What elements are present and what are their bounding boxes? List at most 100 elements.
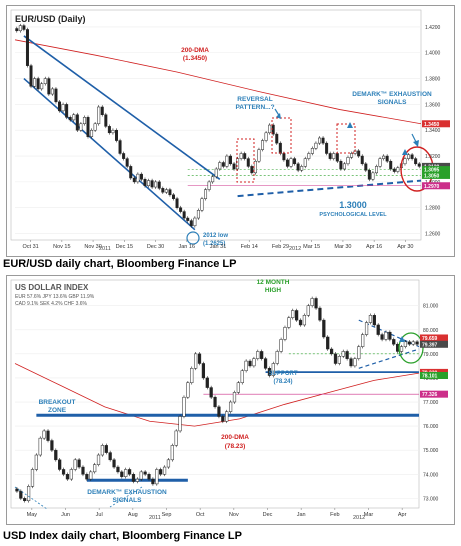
eurusd-price-tag-label: 1.2970 [424,184,440,190]
usdx-candle [77,459,81,468]
usdx-candle [232,392,237,403]
usdx-candle [108,452,112,461]
eurusd-candle [164,189,168,193]
usdx-candle [131,474,136,482]
usdx-candle [357,346,361,359]
eurusd-candle [385,155,389,162]
usdx-candle [26,486,31,502]
eurusd-candle [360,155,364,165]
usdx-candle [186,382,190,398]
eurusd-chart-svg: EUR/USD (Daily) 200-DMA (1.3450) REVERSA… [7,6,454,256]
eurusd-candle [125,158,129,167]
dma-value: (1.3450) [183,55,207,62]
eurusd-candle [132,177,136,183]
demark-arrow-left [14,486,48,510]
usdx-candle [384,331,388,340]
eurusd-candle [303,158,307,167]
eurusd-candle [318,137,321,144]
eurusd-x-tick-label: Mar 15 [303,244,320,250]
usdx-candle [135,478,139,482]
usdx-candle [411,341,415,345]
usdx-x-tick-label: Feb [330,512,339,518]
eurusd-candle [175,198,179,208]
year-2012-label-bot: 2012 [353,515,365,521]
eurusd-candle [147,180,151,187]
eurusd-candle [296,163,300,171]
eurusd-candle [22,25,26,30]
eurusd-x-tick-label: Jan 16 [179,244,196,250]
usdx-candle [205,377,209,388]
usd-index-chart-panel: US DOLLAR INDEX EUR 57.6% JPY 13.6% GBP … [6,275,455,525]
eurusd-candle [189,220,193,227]
eurusd-candle [410,154,414,159]
eurusd-candle [86,117,90,137]
eurusd-candle [136,173,140,183]
eurusd-price-tag [422,182,450,190]
usdx-candle [217,406,221,417]
eurusd-dma-line [14,39,422,125]
eurusd-candle [350,153,354,158]
usdx-price-tag [420,340,448,348]
eurusd-candle [75,114,79,131]
eurusd-candle [257,149,261,162]
usdx-candle [267,368,272,376]
year-2011-label: 2011 [99,246,111,252]
usdx-candle [104,445,108,453]
eurusd-candle [282,153,286,161]
usdx-candle [353,358,357,367]
eurusd-x-tick-label: Nov 15 [53,244,70,250]
usdx-price-tag [420,372,448,380]
eurusd-x-tick-label: Apr 16 [366,244,382,250]
eurusd-candle [261,140,265,150]
eurusd-price-tag [422,171,450,179]
eurusd-candle [54,88,58,103]
eurusd-title: EUR/USD (Daily) [15,14,86,24]
eurusd-price-tag-label: 1.3095 [424,168,440,174]
eurusd-candle [207,181,211,190]
usdx-candle [333,353,338,364]
eurusd-candle [218,162,222,170]
usdx-candle [120,471,124,477]
support-label: PSYCHOLOGICAL LEVEL [319,212,387,218]
eurusd-y-tick-label: 1.3200 [425,154,441,160]
usdx-y-tick-label: 79.000 [423,352,439,358]
eurusd-candle [82,117,86,125]
usdx-candle [291,310,295,318]
usdx-candle [364,322,369,335]
eurusd-candle [139,173,143,180]
usdx-price-tag-label: 77.326 [422,392,438,398]
eurusd-candle [143,179,147,187]
eurusd-x-tick-label: Apr 30 [397,244,413,250]
dma-value-bot: (78.23) [225,443,246,450]
usd-index-chart-svg: US DOLLAR INDEX EUR 57.6% JPY 13.6% GBP … [7,276,454,524]
support-value-bot: (78.24) [273,379,292,385]
usdx-candle [240,370,244,384]
eurusd-candle [307,153,311,159]
usd-index-caption: USD Index daily chart, Bloomberg Finance… [3,530,242,542]
eurusd-y-tick-label: 1.2600 [425,232,441,238]
eurusd-candle [367,170,371,180]
usdx-candle [415,341,419,345]
usdx-candle [139,471,143,480]
usdx-candle [46,430,50,441]
usdx-candle [221,416,225,422]
eurusd-candle [200,198,204,211]
usdx-price-tag-label: 79.659 [422,336,438,342]
demark-label-bot: DEMARK™ EXHAUSTION SIGNALS [87,489,167,504]
eurusd-y-tick-label: 1.2800 [425,206,441,212]
usdx-candle [54,449,58,461]
usdx-candle [256,351,260,359]
eurusd-candle [182,211,186,219]
eurusd-candle [211,176,215,183]
usdx-candle [65,474,70,480]
eurusd-candle [154,181,158,188]
eurusd-candle [346,157,350,165]
usdx-candle [100,445,105,456]
usdx-candle [372,315,376,326]
usdx-triangle-upper [358,319,420,348]
eurusd-channel-upper [23,35,221,180]
usdx-candle [287,317,291,328]
eurusd-x-tick-label: Feb 29 [272,244,289,250]
eurusd-candle [68,117,72,121]
usdx-candle [341,351,345,357]
